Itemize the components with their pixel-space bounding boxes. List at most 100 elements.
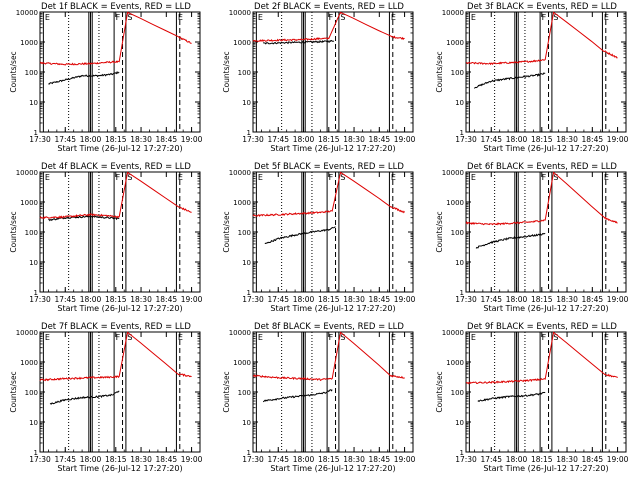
time-marker-label: S xyxy=(340,173,345,182)
time-marker-label: S xyxy=(340,333,345,342)
y-tick-label: 10000 xyxy=(16,9,38,17)
time-marker-label: E xyxy=(471,333,476,342)
x-tick-label: 18:15 xyxy=(318,455,340,464)
time-marker-label: E xyxy=(391,173,396,182)
time-marker-label: E xyxy=(258,173,263,182)
x-tick-label: 17:45 xyxy=(54,295,76,304)
panel-title: Det 5f BLACK = Events, RED = LLD xyxy=(254,162,404,172)
x-tick-label: 18:30 xyxy=(130,295,152,304)
x-tick-label: 17:30 xyxy=(455,135,477,144)
detector-panel-6: Det 6f BLACK = Events, RED = LLD 1 10 100 10… xyxy=(435,162,629,313)
time-marker-label: E xyxy=(604,13,609,22)
y-tick-label: 10 xyxy=(29,259,38,267)
y-tick-label: 10 xyxy=(242,99,251,107)
x-tick-label: 17:30 xyxy=(242,295,264,304)
y-axis-label: Counts/sec xyxy=(9,211,18,252)
panel-title: Det 2f BLACK = Events, RED = LLD xyxy=(254,2,404,12)
y-axis-label: Counts/sec xyxy=(9,371,18,412)
x-tick-label: 18:45 xyxy=(156,135,178,144)
y-tick-label: 10 xyxy=(242,259,251,267)
x-tick-label: 18:30 xyxy=(343,135,365,144)
events-series-line xyxy=(48,70,120,85)
lld-series-line xyxy=(466,331,618,385)
time-marker-label: E xyxy=(604,173,609,182)
x-tick-label: 17:30 xyxy=(242,135,264,144)
time-marker-label: E xyxy=(258,13,263,22)
x-tick-label: 17:45 xyxy=(54,135,76,144)
y-tick-label: 1000 xyxy=(446,359,464,367)
y-tick-label: 1 xyxy=(247,449,251,457)
y-tick-label: 100 xyxy=(25,69,38,77)
detector-panel-2: Det 2f BLACK = Events, RED = LLD 1 10 100 10… xyxy=(222,2,416,153)
x-tick-label: 18:15 xyxy=(105,295,127,304)
events-series-line xyxy=(263,39,335,45)
panel-title: Det 7f BLACK = Events, RED = LLD xyxy=(41,322,191,332)
detector-panel-3: Det 3f BLACK = Events, RED = LLD 1 10 100 10… xyxy=(435,2,629,153)
y-tick-label: 1 xyxy=(34,449,38,457)
y-tick-label: 10000 xyxy=(16,329,38,337)
y-tick-label: 100 xyxy=(25,389,38,397)
y-tick-label: 1000 xyxy=(446,39,464,47)
x-tick-label: 18:45 xyxy=(156,455,178,464)
x-tick-label: 17:30 xyxy=(455,295,477,304)
time-marker-label: E xyxy=(604,333,609,342)
y-tick-label: 1000 xyxy=(20,359,38,367)
x-tick-label: 19:00 xyxy=(394,135,416,144)
x-tick-label: 18:30 xyxy=(130,135,152,144)
y-tick-label: 10000 xyxy=(229,169,251,177)
y-tick-label: 1000 xyxy=(20,199,38,207)
time-marker-label: F xyxy=(542,173,547,182)
events-series-line xyxy=(49,390,120,405)
y-tick-label: 1000 xyxy=(233,359,251,367)
x-tick-label: 17:45 xyxy=(267,455,289,464)
detector-panel-9: Det 9f BLACK = Events, RED = LLD 1 10 100 10… xyxy=(435,322,629,473)
detector-panel-5: Det 5f BLACK = Events, RED = LLD 1 10 100 10… xyxy=(222,162,416,313)
lld-series-line xyxy=(39,331,192,382)
y-tick-label: 10 xyxy=(455,99,464,107)
time-marker-label: E xyxy=(391,13,396,22)
panel-title: Det 8f BLACK = Events, RED = LLD xyxy=(254,322,404,332)
x-axis-label: Start Time (26-Jul-12 17:27:20) xyxy=(57,464,182,473)
x-tick-label: 18:15 xyxy=(531,455,553,464)
time-marker-label: E xyxy=(178,333,183,342)
y-tick-label: 1 xyxy=(460,449,464,457)
x-tick-label: 19:00 xyxy=(607,295,629,304)
time-marker-label: F xyxy=(542,13,547,22)
lld-series-line xyxy=(252,331,405,382)
y-tick-label: 1 xyxy=(460,289,464,297)
x-tick-label: 18:00 xyxy=(506,295,528,304)
events-series-line xyxy=(264,226,336,245)
lld-series-line xyxy=(39,171,192,220)
time-marker-label: E xyxy=(471,13,476,22)
x-tick-label: 18:30 xyxy=(556,135,578,144)
x-tick-label: 17:30 xyxy=(455,455,477,464)
x-tick-label: 17:30 xyxy=(29,455,51,464)
x-tick-label: 19:00 xyxy=(181,295,203,304)
x-tick-label: 18:15 xyxy=(531,295,553,304)
y-tick-label: 1000 xyxy=(233,199,251,207)
x-axis-label: Start Time (26-Jul-12 17:27:20) xyxy=(483,304,608,313)
time-marker-label: S xyxy=(127,13,132,22)
panel-title: Det 1f BLACK = Events, RED = LLD xyxy=(41,2,191,12)
events-series-line xyxy=(477,391,546,403)
y-tick-label: 10000 xyxy=(442,329,464,337)
events-series-line xyxy=(262,389,333,403)
time-marker-label: E xyxy=(45,13,50,22)
time-marker-label: S xyxy=(340,13,345,22)
x-axis-label: Start Time (26-Jul-12 17:27:20) xyxy=(270,464,395,473)
y-tick-label: 1 xyxy=(247,129,251,137)
x-axis-label: Start Time (26-Jul-12 17:27:20) xyxy=(270,144,395,153)
x-tick-label: 17:30 xyxy=(29,295,51,304)
time-marker-label: E xyxy=(471,173,476,182)
x-tick-label: 18:00 xyxy=(293,135,315,144)
x-tick-label: 18:30 xyxy=(556,295,578,304)
y-axis-label: Counts/sec xyxy=(435,371,444,412)
x-tick-label: 18:30 xyxy=(130,455,152,464)
lld-series-line xyxy=(252,171,406,218)
events-series-line xyxy=(48,215,120,222)
y-tick-label: 10000 xyxy=(442,9,464,17)
time-marker-label: F xyxy=(116,173,121,182)
y-axis-label: Counts/sec xyxy=(222,51,231,92)
time-marker-label: S xyxy=(553,333,558,342)
x-tick-label: 17:45 xyxy=(54,455,76,464)
